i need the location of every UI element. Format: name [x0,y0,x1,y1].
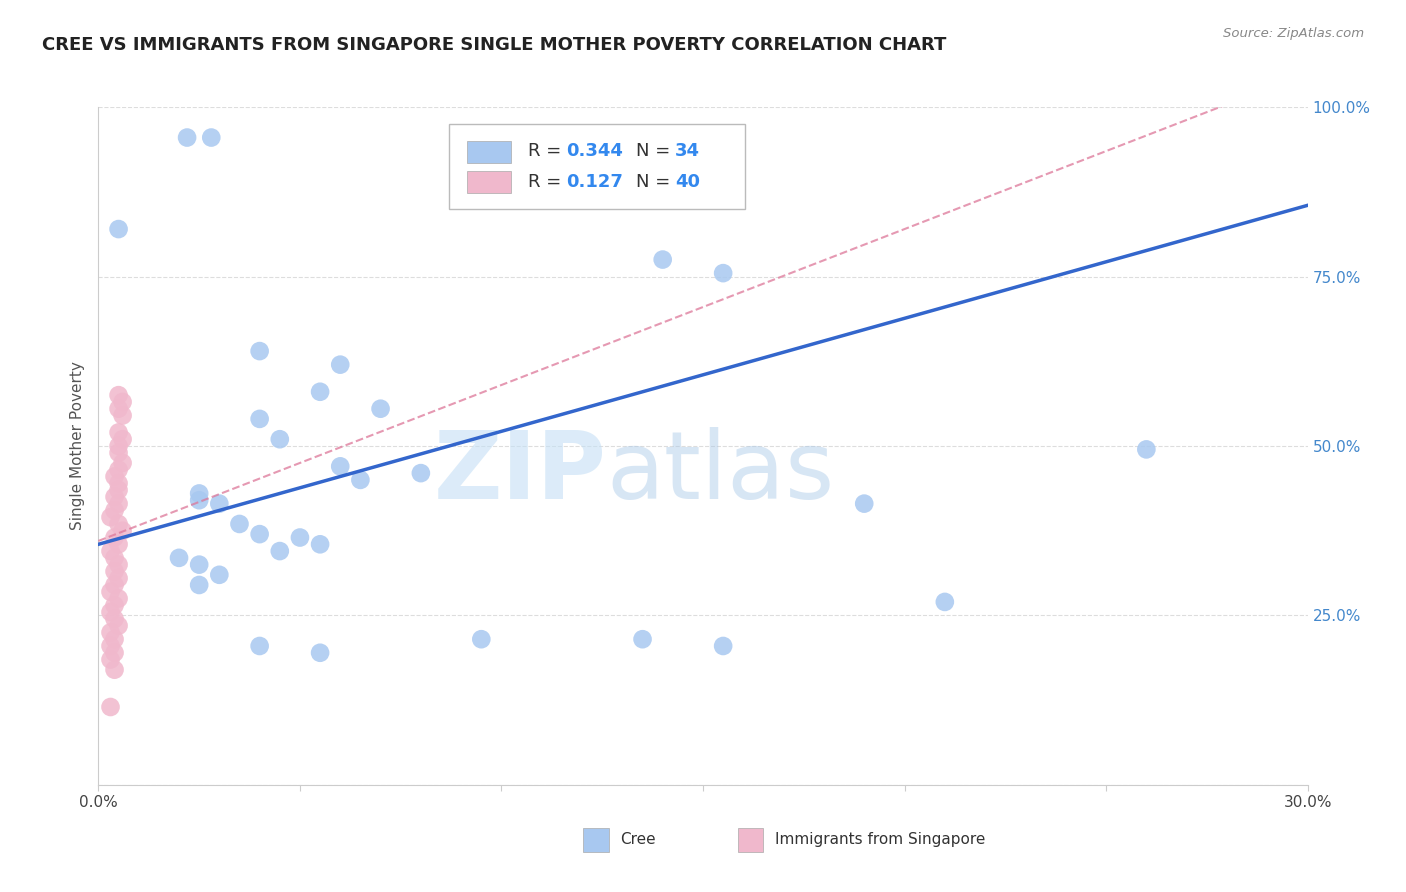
Point [107,463,129,477]
Point [309,384,332,399]
Point [288,531,311,545]
Point [100,510,122,524]
Point [100,625,122,640]
Text: Cree: Cree [620,832,655,847]
Point [107,516,129,531]
Point [107,401,129,416]
Text: R =: R = [527,142,567,160]
Point [269,432,291,446]
Point [1135,442,1157,457]
Point [934,595,956,609]
Point [107,439,129,453]
Point [107,497,129,511]
FancyBboxPatch shape [467,141,510,162]
Text: 34: 34 [675,142,700,160]
Point [107,476,129,491]
FancyBboxPatch shape [467,171,510,194]
Point [111,524,134,538]
Point [269,544,291,558]
Point [107,591,129,606]
Point [208,567,231,582]
Point [249,412,271,426]
Text: 0.344: 0.344 [567,142,623,160]
Point [100,605,122,619]
Text: N =: N = [637,173,676,191]
Point [249,639,271,653]
Text: 0.127: 0.127 [567,173,623,191]
Point [631,632,654,647]
Point [107,222,129,236]
Point [329,459,352,474]
Point [188,558,211,572]
Text: Immigrants from Singapore: Immigrants from Singapore [775,832,986,847]
Point [200,130,222,145]
Point [103,550,125,565]
Point [103,565,125,579]
Point [107,425,129,440]
Point [228,516,250,531]
Point [309,646,332,660]
Point [853,497,876,511]
Point [470,632,492,647]
Point [188,578,211,592]
Y-axis label: Single Mother Poverty: Single Mother Poverty [69,361,84,531]
Text: CREE VS IMMIGRANTS FROM SINGAPORE SINGLE MOTHER POVERTY CORRELATION CHART: CREE VS IMMIGRANTS FROM SINGAPORE SINGLE… [42,36,946,54]
Point [349,473,371,487]
Point [103,490,125,504]
Point [176,130,198,145]
Point [370,401,392,416]
Point [103,646,125,660]
Point [711,639,734,653]
Point [711,266,734,280]
Point [409,466,432,480]
Point [107,558,129,572]
Text: R =: R = [527,173,567,191]
Point [208,497,231,511]
Point [100,584,122,599]
Point [329,358,352,372]
Point [100,652,122,666]
Point [111,409,134,423]
Point [103,612,125,626]
Point [100,700,122,714]
Text: Source: ZipAtlas.com: Source: ZipAtlas.com [1223,27,1364,40]
Point [167,550,190,565]
Point [188,493,211,508]
Point [103,503,125,517]
Point [103,578,125,592]
Point [249,527,271,541]
Point [111,432,134,446]
Point [107,483,129,497]
Point [107,388,129,402]
Text: 40: 40 [675,173,700,191]
Point [111,395,134,409]
Point [103,599,125,613]
Point [111,456,134,470]
Text: N =: N = [637,142,676,160]
Point [100,544,122,558]
Point [188,486,211,500]
Point [103,663,125,677]
Point [249,344,271,359]
Point [107,446,129,460]
FancyBboxPatch shape [449,124,745,209]
Text: ZIP: ZIP [433,427,606,519]
Text: atlas: atlas [606,427,835,519]
Point [107,571,129,585]
Point [309,537,332,551]
Point [103,632,125,647]
Point [100,639,122,653]
Point [103,531,125,545]
Point [107,537,129,551]
Point [651,252,673,267]
Point [107,618,129,632]
Point [103,469,125,483]
